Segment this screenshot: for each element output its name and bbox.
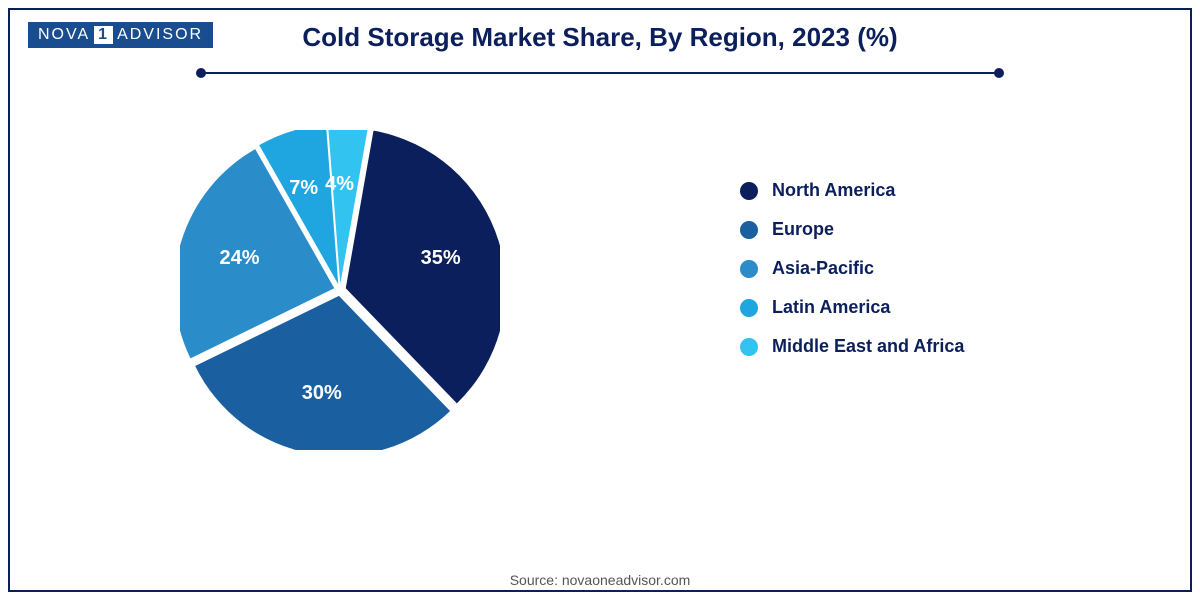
legend-swatch	[740, 182, 758, 200]
pie-slice-label: 24%	[220, 247, 260, 270]
legend-swatch	[740, 221, 758, 239]
legend-swatch	[740, 338, 758, 356]
legend-item: North America	[740, 180, 964, 201]
legend-item: Europe	[740, 219, 964, 240]
pie-slice-label: 30%	[302, 382, 342, 405]
legend-swatch	[740, 260, 758, 278]
legend-item: Middle East and Africa	[740, 336, 964, 357]
legend-label: Asia-Pacific	[772, 258, 874, 279]
pie-slice-label: 7%	[289, 177, 318, 200]
source-text: Source: novaoneadvisor.com	[0, 572, 1200, 588]
legend-swatch	[740, 299, 758, 317]
pie-slice-label: 4%	[325, 173, 354, 196]
legend-label: Middle East and Africa	[772, 336, 964, 357]
legend-item: Latin America	[740, 297, 964, 318]
legend-item: Asia-Pacific	[740, 258, 964, 279]
legend-label: Europe	[772, 219, 834, 240]
legend-label: North America	[772, 180, 895, 201]
chart-title: Cold Storage Market Share, By Region, 20…	[0, 22, 1200, 53]
title-divider	[200, 72, 1000, 74]
pie-slice-label: 35%	[421, 247, 461, 270]
legend: North America Europe Asia-Pacific Latin Ame…	[740, 180, 964, 357]
legend-label: Latin America	[772, 297, 890, 318]
pie-chart: 35% 30% 24% 7% 4%	[120, 90, 560, 530]
